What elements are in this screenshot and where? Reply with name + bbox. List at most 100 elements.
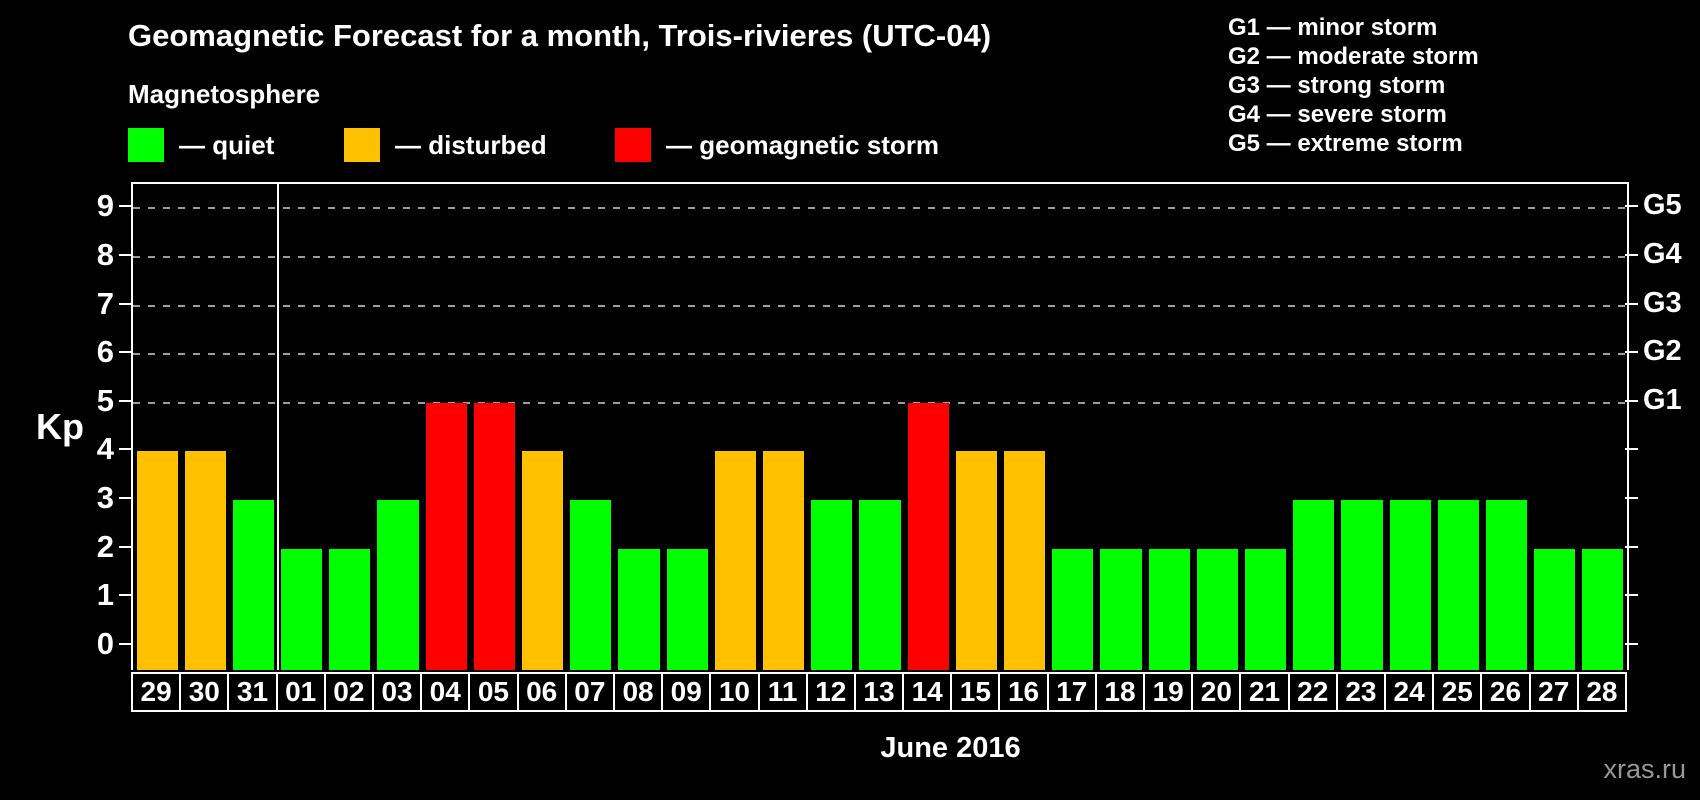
kp-bar-11	[763, 451, 805, 670]
y-tick-label-5: 5	[96, 382, 114, 418]
g4-legend-line: G4 — severe storm	[1228, 101, 1447, 128]
legend-label-disturbed: — disturbed	[395, 129, 547, 160]
g2-legend-line: G2 — moderate storm	[1228, 43, 1479, 70]
legend-item-quiet: — quiet	[128, 128, 274, 162]
date-box-06: 06	[516, 672, 567, 712]
kp-bar-21	[1244, 548, 1287, 670]
g-axis-label-g1: G1	[1643, 383, 1682, 416]
gridline-kp7	[133, 304, 1627, 307]
legend-label-storm: — geomagnetic storm	[666, 129, 940, 160]
legend-item-disturbed: — disturbed	[344, 128, 547, 162]
left-axis-tick-9	[119, 205, 131, 208]
g3-legend-line: G3 — strong storm	[1228, 72, 1446, 99]
kp-bar-15	[955, 451, 997, 670]
g1-legend-line: G1 — minor storm	[1228, 14, 1438, 41]
date-box-05: 05	[468, 672, 519, 712]
date-box-18: 18	[1094, 672, 1146, 712]
left-axis-tick-5	[119, 399, 131, 402]
y-tick-label-2: 2	[96, 528, 114, 564]
right-axis-tick-3	[1625, 496, 1638, 499]
date-box-28: 28	[1576, 672, 1627, 712]
left-axis-tick-4	[119, 448, 131, 451]
left-axis-tick-1	[119, 594, 131, 597]
kp-bar-01	[281, 548, 323, 670]
y-tick-label-0: 0	[96, 625, 114, 661]
y-tick-label-4: 4	[96, 431, 114, 467]
x-axis-title: June 2016	[880, 732, 1021, 764]
date-box-07: 07	[564, 672, 615, 712]
date-box-21: 21	[1239, 672, 1290, 712]
date-box-24: 24	[1384, 672, 1435, 712]
gridline-kp9	[133, 207, 1627, 210]
date-box-19: 19	[1143, 672, 1194, 712]
kp-bar-12	[811, 499, 853, 670]
kp-bar-20	[1196, 548, 1238, 670]
kp-bar-13	[859, 499, 901, 670]
y-axis-title: Kp	[36, 406, 84, 447]
kp-bar-05	[473, 402, 516, 670]
date-box-08: 08	[612, 672, 664, 712]
date-box-10: 10	[709, 672, 760, 712]
date-box-04: 04	[420, 672, 471, 712]
kp-bar-23	[1341, 499, 1383, 670]
right-axis-tick-7	[1625, 302, 1638, 305]
date-box-17: 17	[1046, 672, 1097, 712]
date-box-15: 15	[950, 672, 1001, 712]
kp-bar-09	[666, 548, 708, 670]
kp-bar-07	[570, 499, 612, 670]
kp-bar-26	[1485, 499, 1528, 670]
y-tick-label-3: 3	[96, 479, 114, 515]
kp-bar-02	[329, 548, 371, 670]
kp-bar-22	[1293, 499, 1335, 670]
kp-bar-08	[618, 548, 660, 670]
right-axis-tick-8	[1625, 253, 1638, 256]
left-axis-tick-2	[119, 545, 131, 548]
y-tick-label-1: 1	[96, 577, 114, 613]
g-axis-label-g2: G2	[1643, 335, 1682, 368]
date-box-31: 31	[227, 672, 278, 712]
magnetosphere-label: Magnetosphere	[128, 79, 321, 109]
kp-bar-28	[1582, 548, 1624, 670]
left-axis-tick-0	[119, 642, 131, 645]
date-box-25: 25	[1432, 672, 1483, 712]
right-axis-tick-2	[1625, 545, 1638, 548]
storm-color-swatch	[615, 128, 651, 162]
date-box-23: 23	[1335, 672, 1387, 712]
g-scale-legend: G1 — minor storm G2 — moderate storm G3 …	[1228, 13, 1479, 158]
date-box-09: 09	[661, 672, 712, 712]
kp-bar-19	[1148, 548, 1190, 670]
kp-bar-24	[1389, 499, 1431, 670]
date-box-14: 14	[902, 672, 953, 712]
kp-bar-31	[232, 499, 275, 670]
g5-legend-line: G5 — extreme storm	[1228, 130, 1463, 157]
kp-bar-29	[136, 451, 178, 670]
right-axis-tick-1	[1625, 594, 1638, 597]
kp-bar-17	[1052, 548, 1094, 670]
quiet-color-swatch	[128, 128, 164, 162]
date-box-03: 03	[371, 672, 423, 712]
legend-item-storm: — geomagnetic storm	[615, 128, 939, 162]
month-separator-line	[276, 184, 279, 670]
disturbed-color-swatch	[344, 128, 380, 162]
kp-bar-27	[1534, 548, 1576, 670]
date-box-26: 26	[1480, 672, 1531, 712]
date-box-16: 16	[998, 672, 1049, 712]
kp-bar-10	[714, 451, 756, 670]
date-box-13: 13	[853, 672, 905, 712]
kp-bar-30	[184, 451, 226, 670]
x-axis-date-row: 29 30 31 01 02 03 04 05 06 07 08 09 10 11 12 13 14 15 16 17…	[131, 672, 1629, 712]
left-axis-tick-8	[119, 253, 131, 256]
g-axis-label-g3: G3	[1643, 286, 1682, 319]
g-axis-label-g5: G5	[1643, 189, 1682, 222]
y-tick-label-6: 6	[96, 334, 114, 370]
y-tick-label-8: 8	[96, 236, 114, 272]
left-axis-tick-6	[119, 351, 131, 354]
kp-bar-18	[1100, 548, 1142, 670]
gridline-kp5	[133, 401, 1627, 404]
date-box-22: 22	[1287, 672, 1338, 712]
kp-bar-25	[1437, 499, 1479, 670]
date-box-20: 20	[1191, 672, 1242, 712]
kp-bar-14	[907, 402, 949, 670]
date-box-30: 30	[179, 672, 230, 712]
